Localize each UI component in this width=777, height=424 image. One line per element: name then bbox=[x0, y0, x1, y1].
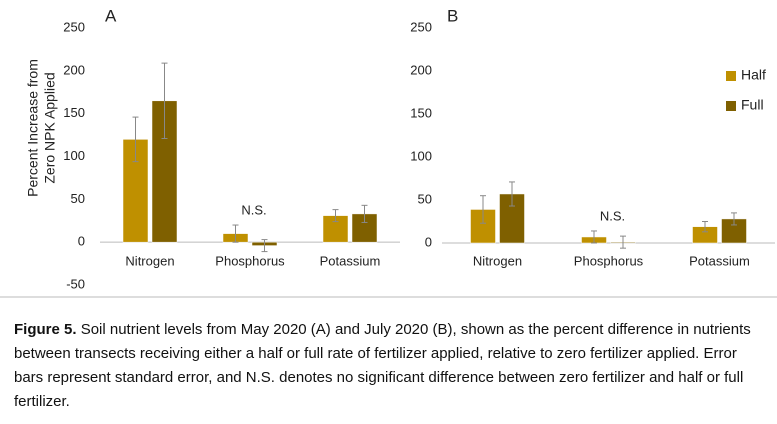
x-tick-label: Phosphorus bbox=[574, 253, 644, 268]
y-tick-label: 150 bbox=[410, 105, 432, 120]
y-tick-label: 250 bbox=[410, 19, 432, 34]
legend-label: Full bbox=[741, 97, 764, 113]
caption-text: Soil nutrient levels from May 2020 (A) a… bbox=[14, 321, 751, 410]
annotation: N.S. bbox=[241, 202, 266, 217]
x-tick-label: Nitrogen bbox=[473, 253, 522, 268]
y-tick-label: 200 bbox=[410, 62, 432, 77]
y-tick-label: -50 bbox=[66, 276, 85, 291]
panel-label: B bbox=[447, 6, 458, 25]
legend-label: Half bbox=[741, 67, 766, 83]
y-tick-label: 0 bbox=[78, 234, 85, 249]
y-tick-label: 0 bbox=[425, 234, 432, 249]
y-axis-label: Percent Increase from bbox=[25, 59, 41, 197]
x-tick-label: Phosphorus bbox=[215, 253, 285, 268]
panel-label: A bbox=[105, 6, 117, 25]
y-tick-label: 150 bbox=[63, 105, 85, 120]
y-tick-label: 250 bbox=[63, 19, 85, 34]
y-tick-label: 50 bbox=[418, 191, 432, 206]
y-tick-label: 200 bbox=[63, 62, 85, 77]
charts: A -50 0 50 100 150 200 250 Percent Increase from… bbox=[0, 6, 777, 298]
x-tick-label: Potassium bbox=[320, 253, 381, 268]
x-tick-label: Nitrogen bbox=[125, 253, 174, 268]
y-axis-label: Zero NPK Applied bbox=[42, 72, 58, 183]
caption-label: Figure 5. bbox=[14, 321, 77, 338]
x-tick-label: Potassium bbox=[689, 253, 750, 268]
caption: Figure 5. Soil nutrient levels from May … bbox=[14, 318, 766, 414]
y-tick-label: 50 bbox=[71, 191, 85, 206]
y-tick-label: 100 bbox=[410, 148, 432, 163]
y-tick-label: 100 bbox=[63, 148, 85, 163]
legend-swatch bbox=[726, 71, 736, 81]
bar bbox=[151, 100, 178, 243]
annotation: N.S. bbox=[600, 208, 625, 223]
legend-swatch bbox=[726, 101, 736, 111]
